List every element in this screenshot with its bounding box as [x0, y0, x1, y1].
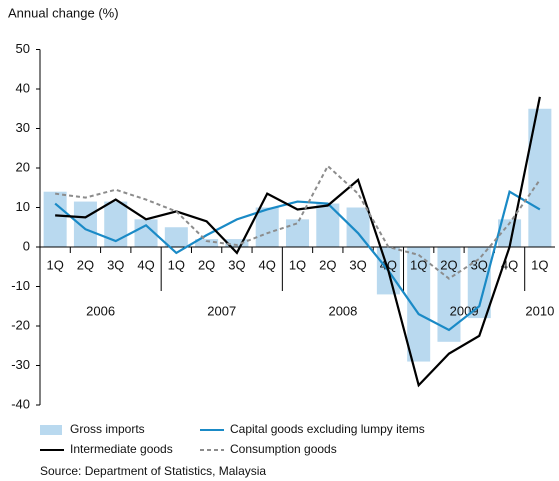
y-tick-label: -40 — [11, 396, 30, 411]
x-tick-label: 3Q — [228, 257, 245, 272]
x-tick-label: 1Q — [531, 257, 548, 272]
year-label: 2007 — [207, 303, 236, 318]
bar — [316, 203, 340, 247]
y-tick-label: 20 — [16, 159, 30, 174]
year-label: 2008 — [328, 303, 357, 318]
x-tick-label: 3Q — [349, 257, 366, 272]
x-tick-label: 4Q — [137, 257, 154, 272]
legend-label: Intermediate goods — [70, 442, 173, 456]
x-tick-label: 3Q — [107, 257, 124, 272]
x-tick-label: 1Q — [46, 257, 63, 272]
y-tick-label: 0 — [23, 238, 30, 253]
legend-label: Capital goods excluding lumpy items — [230, 422, 425, 436]
legend-label: Consumption goods — [230, 442, 337, 456]
bar — [346, 207, 370, 247]
x-tick-label: 2Q — [198, 257, 215, 272]
line-series — [55, 96, 541, 388]
bar — [285, 219, 310, 247]
y-tick-label: 30 — [16, 120, 30, 135]
x-tick-label: 4Q — [380, 257, 397, 272]
y-tick-label: -20 — [11, 317, 30, 332]
x-tick-label: 2Q — [440, 257, 457, 272]
x-tick-label: 1Q — [168, 257, 185, 272]
x-tick-label: 2Q — [77, 257, 94, 272]
x-tick-label: 4Q — [259, 257, 276, 272]
bar — [164, 227, 188, 247]
x-tick-label: 3Q — [471, 257, 488, 272]
bar — [104, 201, 128, 247]
bar — [134, 219, 158, 247]
bar — [437, 247, 461, 342]
year-label: 2009 — [450, 303, 479, 318]
year-label: 2006 — [86, 303, 115, 318]
bar — [255, 207, 279, 247]
y-tick-label: 50 — [16, 41, 30, 56]
y-tick-label: -30 — [11, 357, 30, 372]
bar — [498, 219, 522, 247]
bar — [528, 108, 552, 247]
legend-label: Gross imports — [70, 422, 145, 436]
legend-swatch — [40, 425, 62, 435]
y-tick-label: -10 — [11, 278, 30, 293]
bar — [407, 247, 431, 362]
y-tick-label: 40 — [16, 80, 30, 95]
bar — [225, 239, 249, 247]
bar — [73, 201, 97, 247]
y-axis-label: Annual change (%) — [8, 5, 119, 20]
x-tick-label: 2Q — [319, 257, 336, 272]
bar — [195, 239, 219, 247]
source: Source: Department of Statistics, Malays… — [40, 464, 266, 478]
line-series — [55, 164, 541, 280]
x-tick-label: 1Q — [410, 257, 427, 272]
line-series — [54, 190, 541, 332]
year-label: 2010 — [525, 303, 554, 318]
bar — [43, 191, 67, 247]
bar — [467, 247, 491, 319]
y-tick-label: 10 — [16, 199, 30, 214]
x-tick-label: 1Q — [289, 257, 306, 272]
